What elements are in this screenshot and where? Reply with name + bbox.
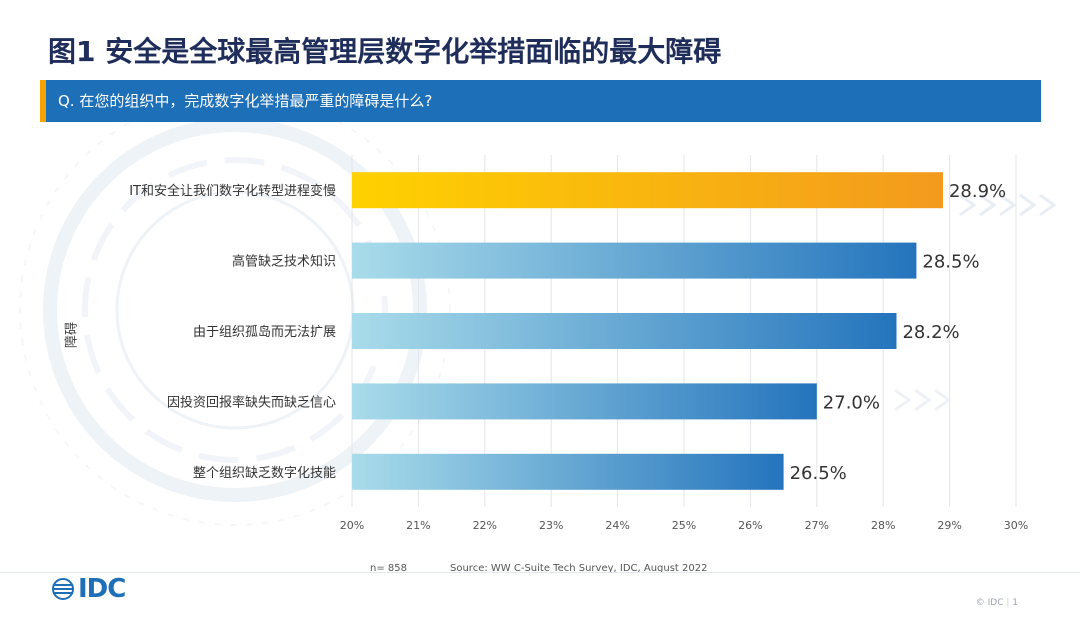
category-label: 由于组织孤岛而无法扩展: [193, 324, 336, 340]
x-tick-label: 23%: [539, 519, 563, 532]
value-label: 28.9%: [949, 181, 1006, 202]
question-banner-accent: [40, 80, 46, 122]
bar: [352, 453, 784, 490]
page-title: 图1 安全是全球最高管理层数字化举措面临的最大障碍: [48, 35, 722, 68]
globe-icon: [52, 578, 74, 600]
value-label: 28.2%: [902, 322, 959, 343]
logo-text: IDC: [78, 574, 126, 604]
bars: IT和安全让我们数字化转型进程变慢 28.9% 高管缺乏技术知识 28.5% 由于组织孤…: [129, 172, 1006, 490]
sample-size: n= 858: [370, 563, 407, 574]
category-label: 高管缺乏技术知识: [232, 254, 336, 270]
x-tick-label: 27%: [805, 519, 829, 532]
category-label: 因投资回报率缺失而缺乏信心: [167, 394, 336, 410]
x-tick-label: 30%: [1004, 519, 1028, 532]
x-tick-label: 25%: [672, 519, 696, 532]
bar: [352, 313, 897, 349]
idc-logo: IDC: [52, 574, 126, 604]
copyright-text: © IDC: [975, 598, 1004, 608]
footer-divider: [0, 572, 1080, 573]
x-tick-label: 24%: [605, 519, 629, 532]
copyright-corner: © IDC | 1: [975, 598, 1018, 608]
x-tick-label: 28%: [871, 519, 895, 532]
category-label: IT和安全让我们数字化转型进程变慢: [129, 183, 336, 199]
value-label: 26.5%: [790, 463, 847, 484]
x-tick-label: 26%: [738, 519, 762, 532]
x-tick-label: 29%: [937, 519, 961, 532]
question-text: Q. 在您的组织中，完成数字化举措最严重的障碍是什么?: [58, 92, 433, 110]
page-number: 1: [1012, 598, 1018, 608]
bar: [352, 172, 943, 209]
x-tick-label: 21%: [406, 519, 430, 532]
bar: [352, 242, 917, 279]
category-label: 整个组织缺乏数字化技能: [193, 466, 336, 481]
value-label: 28.5%: [922, 252, 979, 273]
x-tick-label: 20%: [340, 519, 364, 532]
source-note: Source: WW C-Suite Tech Survey, IDC, Aug…: [450, 563, 708, 574]
question-banner: [40, 80, 1041, 122]
x-tick-label: 22%: [473, 519, 497, 532]
x-axis-ticks: 20% 21% 22% 23% 24% 25% 26% 27% 28% 29% 30%: [340, 519, 1028, 532]
value-label: 27.0%: [823, 392, 880, 413]
bar: [352, 383, 817, 420]
